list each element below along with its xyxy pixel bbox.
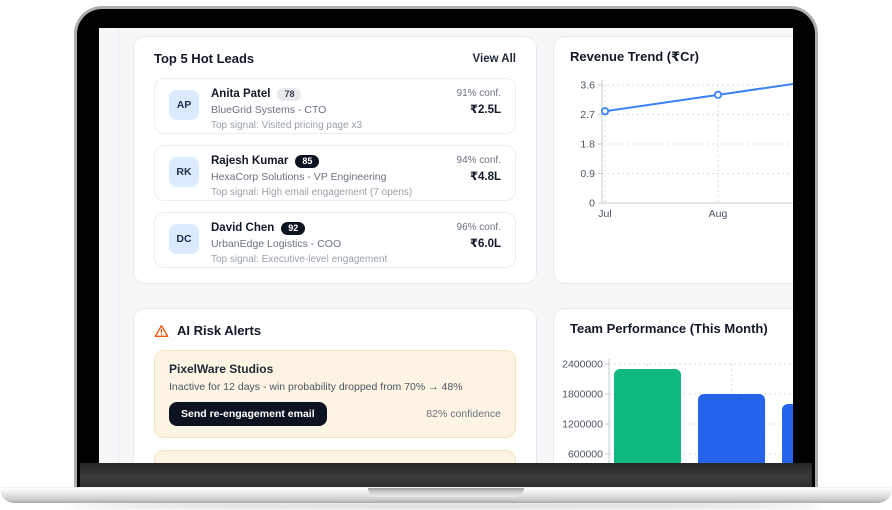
lead-row-rajesh-kumar[interactable]: RK Rajesh Kumar 85 HexaCorp Solutions - … — [154, 145, 516, 201]
lead-row-anita-patel[interactable]: AP Anita Patel 78 BlueGrid Systems - CTO… — [154, 78, 516, 134]
laptop-shadow — [70, 503, 822, 509]
avatar: AP — [169, 90, 199, 120]
laptop-screen: Top 5 Hot Leads View All AP Anita Patel … — [99, 28, 793, 463]
svg-text:Jul: Jul — [598, 208, 611, 220]
lead-list: AP Anita Patel 78 BlueGrid Systems - CTO… — [134, 66, 536, 268]
lead-score-badge: 78 — [277, 87, 302, 102]
team-performance-panel: Team Performance (This Month) 600000 1200… — [553, 308, 793, 463]
lead-score-badge: 85 — [295, 154, 320, 169]
lead-name: David Chen — [211, 222, 275, 234]
laptop-bottom-bezel — [80, 463, 812, 488]
lead-value: ₹2.5L — [469, 104, 501, 116]
laptop-base — [0, 487, 892, 503]
svg-text:0: 0 — [589, 198, 595, 210]
lead-name: Rajesh Kumar — [211, 155, 289, 167]
alert-card-pixelware: PixelWare Studios Inactive for 12 days -… — [154, 350, 516, 438]
hot-leads-title: Top 5 Hot Leads — [154, 51, 255, 66]
revenue-trend-title: Revenue Trend (₹Cr) — [570, 49, 699, 64]
alert-company: PixelWare Studios — [169, 362, 274, 376]
svg-text:600000: 600000 — [568, 449, 603, 461]
lead-signal: Top signal: High email engagement (7 ope… — [211, 187, 413, 199]
view-all-link[interactable]: View All — [472, 52, 516, 65]
svg-text:Aug: Aug — [709, 208, 728, 220]
alert-confidence: 82% confidence — [426, 408, 501, 420]
alert-company: TechFlow Inc — [169, 462, 501, 463]
svg-text:1200000: 1200000 — [562, 419, 603, 431]
svg-text:3.6: 3.6 — [580, 80, 595, 92]
content-divider — [118, 28, 119, 463]
lead-company: UrbanEdge Logistics - COO — [211, 237, 342, 250]
laptop-base-notch — [368, 488, 524, 497]
alert-card-techflow: TechFlow Inc — [154, 450, 516, 463]
lead-row-david-chen[interactable]: DC David Chen 92 UrbanEdge Logistics - C… — [154, 212, 516, 268]
risk-alerts-title: AI Risk Alerts — [177, 323, 262, 338]
lead-company: BlueGrid Systems - CTO — [211, 103, 327, 116]
avatar: DC — [169, 224, 199, 254]
alert-description: Inactive for 12 days - win probability d… — [169, 381, 463, 393]
lead-company: HexaCorp Solutions - VP Engineering — [211, 170, 387, 183]
lead-confidence: 94% conf. — [456, 155, 501, 166]
svg-text:0.9: 0.9 — [580, 168, 595, 180]
team-performance-title: Team Performance (This Month) — [570, 321, 768, 336]
svg-text:2.7: 2.7 — [580, 109, 595, 121]
risk-alerts-panel: AI Risk Alerts PixelWare Studios Inactiv… — [133, 308, 537, 463]
avatar: RK — [169, 157, 199, 187]
revenue-trend-panel: Revenue Trend (₹Cr) 0 0.9 1.8 2.7 3.6 Jul Aug S… — [553, 36, 793, 284]
lead-score-badge: 92 — [281, 221, 306, 236]
warning-triangle-icon — [154, 324, 169, 337]
alert-list: PixelWare Studios Inactive for 12 days -… — [134, 338, 536, 463]
send-reengagement-email-button[interactable]: Send re-engagement email — [169, 402, 327, 426]
team-performance-chart: 600000 1200000 1800000 2400000 — [562, 359, 793, 463]
lead-confidence: 91% conf. — [456, 88, 501, 99]
svg-text:1.8: 1.8 — [580, 139, 595, 151]
svg-text:1800000: 1800000 — [562, 389, 603, 401]
lead-confidence: 96% conf. — [456, 222, 501, 233]
lead-value: ₹4.8L — [469, 171, 501, 183]
lead-signal: Top signal: Executive-level engagement — [211, 254, 388, 266]
lead-value: ₹6.0L — [469, 238, 501, 250]
lead-signal: Top signal: Visited pricing page x3 — [211, 120, 363, 132]
lead-name: Anita Patel — [211, 88, 271, 100]
hot-leads-panel: Top 5 Hot Leads View All AP Anita Patel … — [133, 36, 537, 284]
svg-text:2400000: 2400000 — [562, 359, 603, 371]
